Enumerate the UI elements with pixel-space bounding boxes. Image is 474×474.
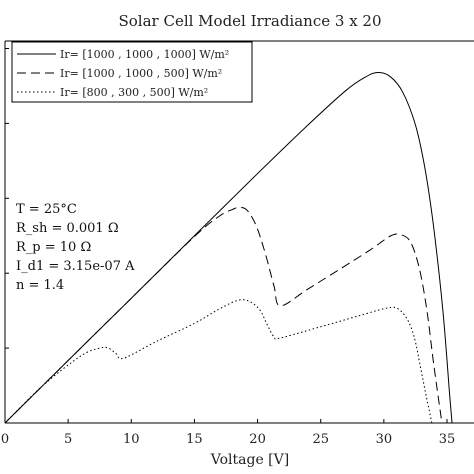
annotation-n: n = 1.4 [16,278,64,293]
annotation-id1: I_d1 = 3.15e-07 A [16,259,135,274]
x-tick-label-15: 15 [186,432,203,447]
x-tick-label-5: 5 [64,432,72,447]
chart-title: Solar Cell Model Irradiance 3 x 20 [118,12,381,30]
series-line-solid [4,71,453,424]
x-tick-label-20: 20 [249,432,266,447]
plot-frame [4,40,474,424]
parameter-annotations: T = 25°C R_sh = 0.001 Ω R_p = 10 Ω I_d1 … [16,202,135,293]
x-tick-label-10: 10 [123,432,140,447]
series-group [4,71,453,424]
x-tick-label-35: 35 [439,432,456,447]
annotation-rsh: R_sh = 0.001 Ω [16,221,119,236]
series-line-dashed [4,206,443,424]
x-tick-label-30: 30 [376,432,393,447]
legend-entry-2: Ir= [1000 , 1000 , 500] W/m² [60,67,222,80]
legend-entry-3: Ir= [800 , 300 , 500] W/m² [60,86,208,99]
y-axis-ticks [5,47,9,349]
x-axis-label: Voltage [V] [210,452,289,468]
annotation-rp: R_p = 10 Ω [16,240,91,255]
legend-box [11,41,253,103]
x-axis-tick-labels: 0 5 10 15 20 25 30 35 [1,432,455,447]
x-tick-label-0: 0 [1,432,9,447]
legend: Ir= [1000 , 1000 , 1000] W/m² Ir= [1000 … [11,41,253,103]
x-tick-label-25: 25 [312,432,329,447]
series-line-dotted [4,299,433,424]
annotation-temperature: T = 25°C [16,202,77,217]
x-axis-ticks [4,419,448,423]
legend-entry-1: Ir= [1000 , 1000 , 1000] W/m² [60,48,229,61]
